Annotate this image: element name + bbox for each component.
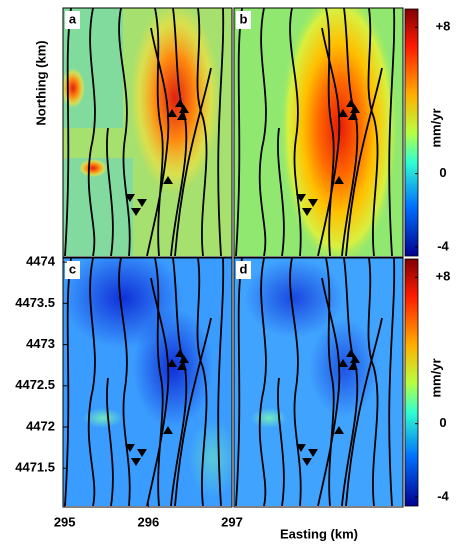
x-tick-label: 297 [221, 514, 243, 529]
y-tick-label: 4471.5 [15, 460, 55, 475]
panel-label: b [240, 11, 248, 26]
x-axis-label: Easting (km) [280, 526, 358, 541]
panel-frame [62, 7, 233, 258]
panel-image [234, 8, 403, 256]
colorbar [404, 258, 419, 507]
panel-label-box [236, 261, 251, 279]
y-tick-label: 4472.5 [15, 377, 55, 392]
panel-label: d [240, 261, 248, 276]
colorbar-label: mm/yr [428, 358, 443, 397]
panel-image [63, 8, 232, 256]
y-tick-label: 4473.5 [15, 295, 55, 310]
y-tick-label: 4473 [26, 336, 55, 351]
panel-label: a [69, 11, 77, 26]
colorbar-tick-label: -4 [437, 488, 449, 503]
panel-frame [62, 257, 233, 508]
panel-image [63, 258, 232, 506]
x-tick-label: 295 [54, 514, 76, 529]
colorbar-tick-label: -4 [437, 238, 449, 253]
panel-frame [233, 7, 404, 258]
colorbar-tick-label: 0 [439, 415, 446, 430]
panel-image [234, 258, 403, 506]
panel-label-box [65, 11, 80, 29]
y-axis-label: Northing (km) [33, 40, 48, 125]
panel-label-box [65, 261, 80, 279]
colorbar-tick-label: 0 [439, 165, 446, 180]
panel-label-box [236, 11, 251, 29]
panel-label: c [69, 261, 76, 276]
y-tick-label: 4472 [26, 418, 55, 433]
panel-frame [233, 257, 404, 508]
colorbar [404, 8, 419, 257]
colorbar-label: mm/yr [428, 108, 443, 147]
x-tick-label: 296 [137, 514, 159, 529]
colorbar-tick-label: +8 [436, 19, 451, 34]
y-tick-label: 4474 [26, 254, 56, 269]
colorbar-tick-label: +8 [436, 269, 451, 284]
